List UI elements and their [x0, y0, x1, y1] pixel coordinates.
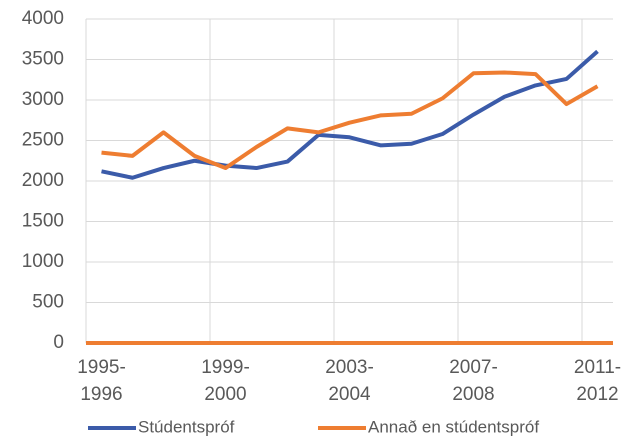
series-line [101, 49, 599, 180]
x-tick-label: 1995-1996 [77, 357, 126, 405]
y-tick-label: 3000 [22, 89, 64, 110]
x-tick-label: 2011-2012 [574, 357, 621, 405]
legend-label: Stúdentspróf [138, 417, 235, 436]
y-tick-label: 2500 [22, 130, 64, 151]
legend-label: Annað en stúdentspróf [368, 417, 539, 436]
y-tick-label: 1000 [22, 251, 64, 272]
x-tick-label: 2003-2004 [325, 357, 374, 405]
x-tick-label: 2007-2008 [449, 357, 498, 405]
y-tick-label: 3500 [22, 49, 64, 70]
y-tick-label: 500 [32, 292, 64, 313]
y-tick-label: 2000 [22, 170, 64, 191]
y-tick-label: 4000 [22, 8, 64, 29]
x-tick-label: 1999-2000 [201, 357, 250, 405]
y-tick-label: 0 [53, 332, 64, 353]
y-tick-label: 1500 [22, 211, 64, 232]
series-line [101, 70, 599, 171]
